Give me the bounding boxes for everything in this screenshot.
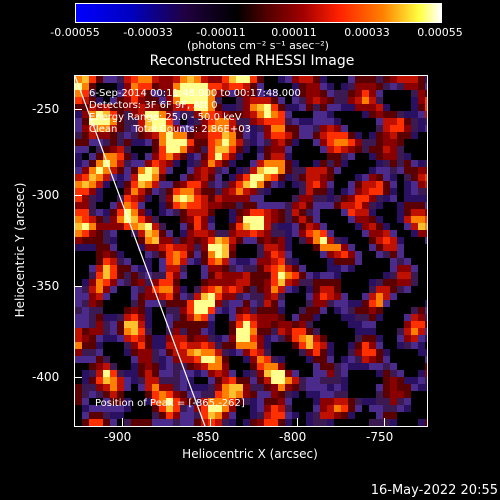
colorbar-tick-label: 0.00033: [344, 26, 390, 39]
plot-title: Reconstructed RHESSI Image: [149, 53, 355, 69]
y-tick-mark: [74, 377, 82, 378]
colorbar: [75, 3, 442, 23]
x-tick-mark: [210, 418, 211, 426]
colorbar-unit-label: (photons cm⁻² s⁻¹ asec⁻²): [187, 39, 329, 52]
info-energy-range: Energy Range: 25.0 - 50.0 keV: [89, 112, 242, 123]
x-tick-label: -800: [279, 430, 307, 444]
info-clean-counts: Clean Total Counts: 2.86E+03: [89, 124, 251, 135]
y-tick-label: -300: [32, 188, 60, 202]
info-detectors: Detectors: 3F 6F 9F, Att 0: [89, 100, 218, 111]
y-axis-title: Heliocentric Y (arcsec): [13, 182, 27, 318]
colorbar-tick-label: -0.00011: [196, 26, 246, 39]
x-axis-title: Heliocentric X (arcsec): [182, 447, 318, 461]
x-tick-label: -900: [104, 430, 132, 444]
info-time-range: 6-Sep-2014 00:11:48.000 to 00:17:48.000: [89, 88, 301, 99]
colorbar-tick-label: -0.00033: [123, 26, 173, 39]
y-tick-label: -250: [32, 102, 60, 116]
colorbar-tick-label: 0.00011: [271, 26, 317, 39]
solar-limb-line: [75, 76, 206, 426]
image-plot-area: 6-Sep-2014 00:11:48.000 to 00:17:48.000 …: [74, 75, 428, 427]
reconstructed-image: [75, 76, 427, 426]
y-tick-label: -350: [32, 279, 60, 293]
x-tick-mark: [384, 418, 385, 426]
colorbar-tick-label: -0.00055: [50, 26, 100, 39]
peak-position-label: Position of Peak = [-865,-262]: [95, 398, 245, 409]
y-tick-mark: [74, 286, 82, 287]
x-tick-label: -750: [366, 430, 394, 444]
x-tick-mark: [122, 418, 123, 426]
timestamp: 16-May-2022 20:55: [370, 483, 498, 498]
x-tick-label: -850: [192, 430, 220, 444]
y-tick-mark: [74, 195, 82, 196]
x-tick-mark: [297, 418, 298, 426]
y-tick-label: -400: [32, 370, 60, 384]
colorbar-tick-label: 0.00055: [417, 26, 463, 39]
y-tick-mark: [74, 109, 82, 110]
